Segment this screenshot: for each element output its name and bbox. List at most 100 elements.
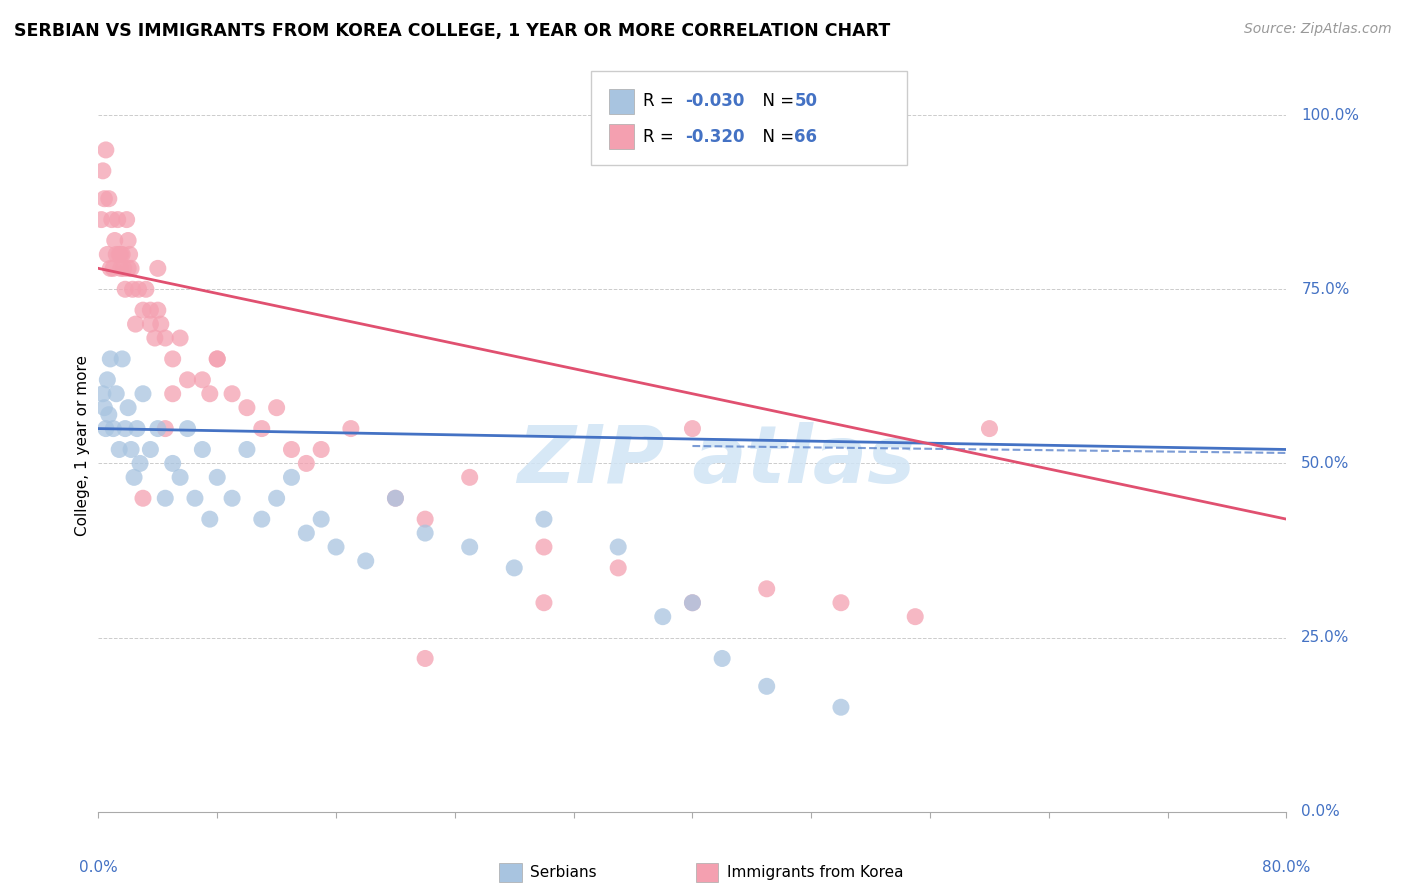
Text: 25.0%: 25.0% xyxy=(1302,630,1350,645)
Point xyxy=(413,512,436,526)
Point xyxy=(250,421,273,435)
Point xyxy=(132,386,155,401)
Text: 0.0%: 0.0% xyxy=(1302,805,1340,819)
Text: 50: 50 xyxy=(794,92,817,111)
Point xyxy=(176,373,198,387)
Point xyxy=(651,609,673,624)
Point xyxy=(207,351,229,366)
Point xyxy=(103,421,125,435)
Point xyxy=(533,596,555,610)
Point xyxy=(681,421,703,435)
Point xyxy=(503,561,526,575)
Point xyxy=(413,651,436,665)
Point xyxy=(143,331,166,345)
Point xyxy=(110,261,132,276)
Point xyxy=(125,421,148,435)
Point xyxy=(979,421,1001,435)
Point xyxy=(97,408,120,422)
Point xyxy=(91,386,114,401)
Text: 100.0%: 100.0% xyxy=(1302,108,1360,122)
Text: 80.0%: 80.0% xyxy=(1263,861,1310,875)
Text: N =: N = xyxy=(752,128,800,145)
Point xyxy=(149,317,172,331)
Point xyxy=(97,192,120,206)
Point xyxy=(96,247,118,261)
Point xyxy=(112,261,135,276)
Point xyxy=(105,386,128,401)
Point xyxy=(191,442,214,457)
Point xyxy=(108,247,131,261)
Point xyxy=(266,491,288,506)
Point xyxy=(280,442,302,457)
Point xyxy=(121,282,143,296)
Point xyxy=(117,401,139,415)
Point xyxy=(681,596,703,610)
Point xyxy=(115,212,138,227)
Point xyxy=(114,421,136,435)
Point xyxy=(384,491,406,506)
Point xyxy=(607,561,630,575)
Point xyxy=(135,282,157,296)
Point xyxy=(413,526,436,541)
Point xyxy=(309,512,332,526)
Point xyxy=(354,554,377,568)
Point xyxy=(107,212,129,227)
Text: R =: R = xyxy=(643,128,679,145)
Point xyxy=(155,491,177,506)
Text: 66: 66 xyxy=(794,128,817,145)
Point xyxy=(120,442,142,457)
Text: Serbians: Serbians xyxy=(530,865,596,880)
Point xyxy=(105,247,128,261)
Point xyxy=(129,457,152,471)
Point xyxy=(207,470,229,484)
Point xyxy=(139,442,162,457)
Text: ZIP atlas: ZIP atlas xyxy=(517,422,915,500)
Text: Source: ZipAtlas.com: Source: ZipAtlas.com xyxy=(1244,22,1392,37)
Point xyxy=(103,261,125,276)
Point xyxy=(117,234,139,248)
Point xyxy=(132,303,155,318)
Point xyxy=(176,421,198,435)
Point xyxy=(830,700,852,714)
Point xyxy=(191,373,214,387)
Point xyxy=(236,401,259,415)
Point xyxy=(111,351,134,366)
Point xyxy=(128,282,150,296)
Point xyxy=(340,421,363,435)
Point xyxy=(384,491,406,506)
Point xyxy=(124,317,146,331)
Point xyxy=(198,386,221,401)
Point xyxy=(904,609,927,624)
Point xyxy=(830,596,852,610)
Point xyxy=(169,331,191,345)
Text: -0.030: -0.030 xyxy=(685,92,744,111)
Point xyxy=(198,512,221,526)
Point xyxy=(139,303,162,318)
Point xyxy=(155,421,177,435)
Point xyxy=(755,582,778,596)
Point xyxy=(533,540,555,554)
Text: N =: N = xyxy=(752,92,800,111)
Point xyxy=(280,470,302,484)
Text: Immigrants from Korea: Immigrants from Korea xyxy=(727,865,904,880)
Point xyxy=(94,421,117,435)
Point xyxy=(162,351,184,366)
Point xyxy=(236,442,259,457)
Point xyxy=(309,442,332,457)
Point xyxy=(132,491,155,506)
Text: -0.320: -0.320 xyxy=(685,128,744,145)
Point xyxy=(162,457,184,471)
Point xyxy=(295,526,318,541)
Point xyxy=(93,401,115,415)
Point xyxy=(533,512,555,526)
Point xyxy=(207,351,229,366)
Text: R =: R = xyxy=(643,92,679,111)
Point xyxy=(94,143,117,157)
Point xyxy=(108,442,131,457)
Point xyxy=(184,491,207,506)
Point xyxy=(114,282,136,296)
Point xyxy=(117,261,139,276)
Point xyxy=(91,164,114,178)
Point xyxy=(146,421,169,435)
Point xyxy=(90,212,112,227)
